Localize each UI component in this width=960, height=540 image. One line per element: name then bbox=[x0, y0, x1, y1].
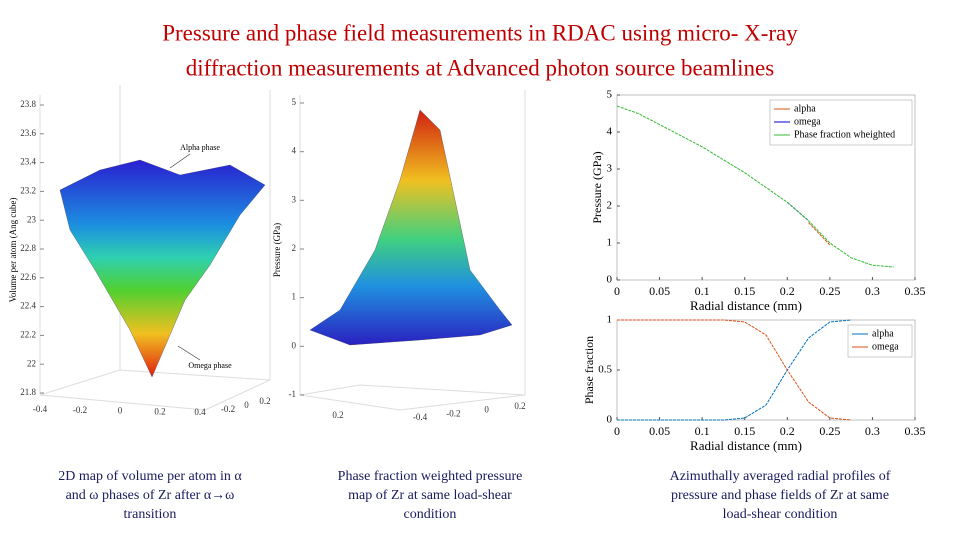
z-tick-label: 23.4 bbox=[20, 157, 36, 167]
annotation: Omega phase bbox=[188, 361, 232, 370]
y-axis-label: Pressure (GPa) bbox=[590, 151, 604, 223]
y-tick-label: 1 bbox=[607, 314, 613, 326]
z-tick-label: 1 bbox=[292, 292, 297, 302]
caption: condition bbox=[404, 507, 457, 522]
caption: transition bbox=[124, 507, 177, 522]
y-tick-label: 0 bbox=[607, 414, 613, 426]
z-tick-label: 3 bbox=[292, 194, 297, 204]
x-tick-label: 0.15 bbox=[734, 424, 755, 438]
series-line bbox=[808, 222, 831, 246]
z-tick-label: 22.8 bbox=[20, 243, 36, 253]
legend bbox=[769, 99, 913, 146]
z-tick-label: 22.6 bbox=[20, 272, 36, 282]
z-tick-label: 21.8 bbox=[20, 387, 36, 397]
x-tick-label: 0.35 bbox=[905, 284, 926, 298]
caption: 2D map of volume per atom in α bbox=[58, 469, 242, 484]
y-tick-label: 0.5 bbox=[598, 364, 612, 376]
y-tick-label: 0.2 bbox=[514, 401, 525, 411]
surface-frame bbox=[39, 85, 526, 411]
x-tick-label: 0 bbox=[614, 284, 620, 298]
z-axis-label: Pressure (GPa) bbox=[272, 223, 282, 277]
y-tick-label: 1 bbox=[607, 237, 613, 249]
y-tick-label: 4 bbox=[607, 126, 613, 138]
caption: pressure and phase fields of Zr at same bbox=[671, 488, 889, 503]
y-tick-label: 0 bbox=[607, 274, 613, 286]
z-tick-label: -1 bbox=[289, 389, 297, 399]
x-tick-label: 0.05 bbox=[649, 424, 670, 438]
surface bbox=[59, 159, 266, 378]
y-tick-label: 5 bbox=[607, 89, 613, 101]
x-tick-label: 0.05 bbox=[649, 284, 670, 298]
z-tick-label: 2 bbox=[292, 243, 297, 253]
z-tick-label: 0 bbox=[292, 340, 297, 350]
x-tick-label: 0.3 bbox=[865, 284, 880, 298]
y-tick-label: 0.2 bbox=[259, 396, 270, 406]
z-tick-label: 23.2 bbox=[20, 185, 36, 195]
z-tick-label: 22 bbox=[27, 358, 36, 368]
y-tick-label: 0 bbox=[484, 405, 489, 415]
y-tick-label: -0.4 bbox=[413, 412, 428, 422]
slide-title: diffraction measurements at Advanced pho… bbox=[186, 55, 774, 80]
series-line bbox=[616, 105, 894, 268]
x-tick-label: 0.35 bbox=[905, 424, 926, 438]
y-tick-label: -0.2 bbox=[221, 404, 235, 414]
z-tick-label: 23.8 bbox=[20, 99, 36, 109]
slide-title: Pressure and phase field measurements in… bbox=[162, 20, 798, 45]
annotation: Alpha phase bbox=[180, 143, 220, 152]
x-tick-label: 0.2 bbox=[780, 424, 795, 438]
x-tick-label: 0.15 bbox=[734, 284, 755, 298]
x-tick-label: 0.2 bbox=[154, 406, 165, 416]
z-tick-label: 23.6 bbox=[20, 128, 36, 138]
x-tick-label: -0.2 bbox=[73, 405, 87, 415]
z-tick-label: 4 bbox=[292, 146, 297, 156]
y-axis-label: Phase fraction bbox=[582, 336, 596, 404]
z-tick-label: 23 bbox=[27, 214, 37, 224]
x-tick-label: -0.4 bbox=[33, 404, 48, 414]
plot-area bbox=[616, 94, 916, 281]
caption: map of Zr at same load-shear bbox=[348, 488, 512, 503]
x-tick-label: 0.2 bbox=[332, 410, 343, 420]
annotation-arrow bbox=[169, 153, 201, 361]
series-line bbox=[617, 319, 852, 421]
x-tick-label: 0 bbox=[118, 406, 123, 416]
x-tick-label: 0.4 bbox=[194, 407, 206, 417]
y-tick-label: -0.2 bbox=[446, 408, 460, 418]
legend-label: omega bbox=[794, 116, 821, 127]
caption: load-shear condition bbox=[723, 507, 838, 522]
legend-label: alpha bbox=[794, 103, 816, 114]
x-axis-label: Radial distance (mm) bbox=[690, 438, 802, 453]
z-tick-label: 22.2 bbox=[20, 329, 36, 339]
x-axis-label: Radial distance (mm) bbox=[690, 298, 802, 313]
legend-label: Phase fraction wheighted bbox=[794, 129, 895, 140]
x-tick-label: 0 bbox=[614, 424, 620, 438]
y-tick-label: 0 bbox=[244, 400, 249, 410]
x-tick-label: 0.2 bbox=[780, 284, 795, 298]
z-axis-label: Volume per atom (Ang cube) bbox=[8, 198, 18, 303]
series-line bbox=[617, 319, 852, 421]
y-tick-label: 3 bbox=[607, 163, 613, 175]
surface bbox=[309, 109, 513, 346]
caption: and ω phases of Zr after α→ω bbox=[66, 488, 235, 503]
x-tick-label: 0.3 bbox=[865, 424, 880, 438]
x-tick-label: 0.25 bbox=[819, 284, 840, 298]
legend-label: alpha bbox=[872, 328, 894, 339]
z-tick-label: 22.4 bbox=[20, 301, 36, 311]
legend-label: omega bbox=[872, 341, 899, 352]
legend bbox=[847, 324, 913, 358]
caption: Phase fraction weighted pressure bbox=[338, 469, 523, 484]
x-tick-label: 0.1 bbox=[695, 424, 710, 438]
x-tick-label: 0.25 bbox=[819, 424, 840, 438]
x-tick-label: 0.1 bbox=[695, 284, 710, 298]
y-tick-label: 2 bbox=[607, 200, 613, 212]
caption: Azimuthally averaged radial profiles of bbox=[670, 469, 891, 484]
z-tick-label: 5 bbox=[292, 97, 297, 107]
